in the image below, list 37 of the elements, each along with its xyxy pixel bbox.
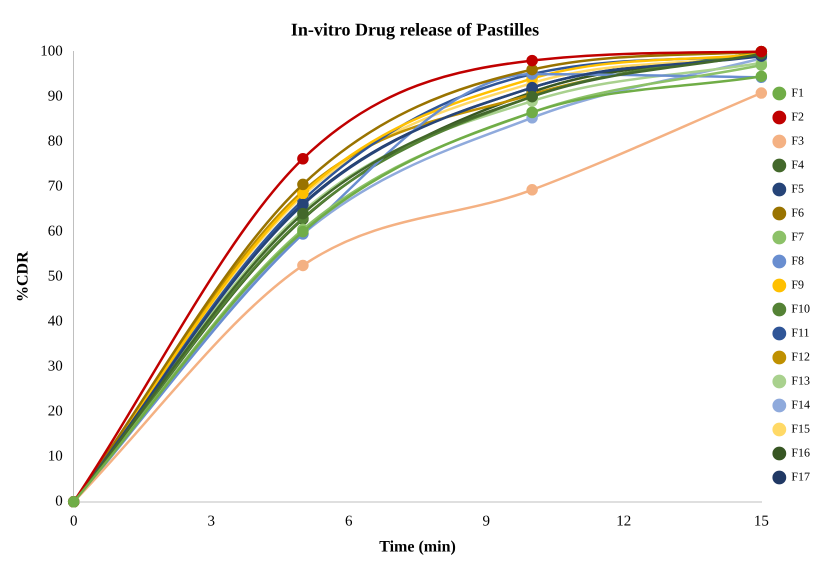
legend-label: F15 [791, 422, 810, 436]
legend-label: F4 [791, 158, 804, 172]
y-tick-label: 0 [55, 494, 63, 510]
legend-label: F10 [791, 302, 810, 316]
x-axis-title: Time (min) [379, 538, 456, 556]
x-tick-label: 0 [70, 514, 78, 530]
legend-label: F14 [791, 398, 810, 412]
y-tick-label: 30 [48, 358, 63, 375]
legend-label: F7 [791, 230, 804, 244]
y-tick-label: 80 [48, 134, 63, 150]
legend-label: F3 [791, 134, 804, 148]
legend-label: F8 [791, 254, 804, 268]
legend-label: F11 [791, 326, 810, 340]
y-axis-title: %CDR [14, 250, 32, 302]
x-tick-label: 6 [345, 514, 353, 530]
legend-label: F17 [791, 470, 810, 484]
chart-title: In-vitro Drug release of Pastilles [290, 19, 540, 40]
legend-label: F6 [791, 206, 804, 220]
x-tick-label: 12 [616, 514, 632, 530]
y-tick-label: 70 [48, 178, 63, 195]
x-tick-label: 15 [754, 514, 769, 530]
legend-label: F9 [791, 278, 804, 292]
legend-label: F5 [791, 182, 804, 196]
y-tick-label: 60 [48, 224, 63, 240]
legend-label: F13 [791, 374, 810, 388]
y-tick-label: 20 [48, 404, 63, 420]
y-tick-label: 50 [48, 268, 63, 285]
y-tick-label: 40 [48, 314, 63, 330]
legend-label: F12 [791, 350, 810, 364]
y-tick-label: 100 [40, 44, 63, 60]
legend-label: F16 [791, 446, 810, 460]
x-tick-label: 9 [482, 514, 490, 530]
y-tick-label: 10 [48, 448, 63, 465]
x-tick-label: 3 [207, 514, 215, 530]
y-tick-label: 90 [48, 88, 63, 105]
legend-label: F1 [791, 86, 804, 100]
legend-label: F2 [791, 110, 804, 124]
